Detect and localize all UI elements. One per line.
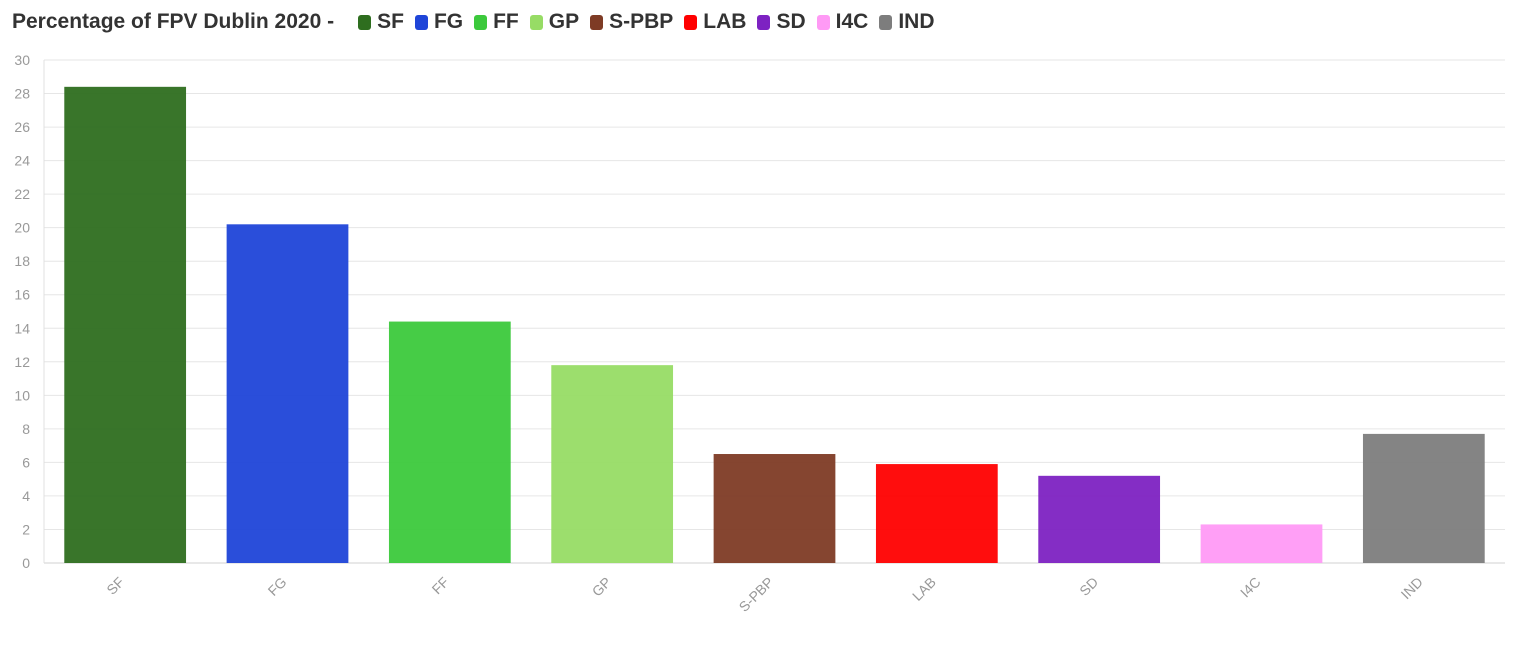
legend-item-s-pbp[interactable]: S-PBP	[590, 10, 673, 34]
y-tick-label: 12	[14, 354, 30, 370]
y-tick-label: 6	[22, 454, 30, 470]
y-tick-label: 10	[14, 387, 30, 403]
legend-item-ind[interactable]: IND	[879, 10, 935, 34]
y-tick-label: 24	[14, 153, 30, 169]
y-tick-label: 28	[14, 86, 30, 102]
bar-sf[interactable]	[64, 86, 187, 564]
x-tick-label: IND	[1398, 574, 1426, 602]
legend-swatch	[684, 14, 698, 30]
legend-swatch	[757, 14, 771, 30]
legend-label: S-PBP	[609, 10, 674, 33]
legend-item-sd[interactable]: SD	[757, 10, 806, 34]
legend-label: IND	[898, 10, 935, 33]
y-tick-label: 14	[14, 320, 30, 336]
legend-swatch	[529, 14, 543, 30]
legend-label: I4C	[835, 10, 869, 33]
y-tick-label: 0	[22, 555, 30, 571]
legend-item-ff[interactable]: FF	[474, 10, 519, 34]
legend-swatch	[358, 14, 372, 30]
legend-item-lab[interactable]: LAB	[684, 10, 746, 34]
chart-header: Percentage of FPV Dublin 2020 - SF FG FF GP…	[12, 8, 946, 36]
legend-swatch	[590, 14, 604, 30]
x-tick-label: S-PBP	[736, 574, 777, 615]
bar-gp[interactable]	[551, 365, 674, 563]
legend-swatch	[474, 14, 488, 30]
bar-i4c[interactable]	[1200, 524, 1323, 563]
y-tick-label: 26	[14, 119, 30, 135]
legend-swatch	[816, 14, 830, 30]
legend-item-fg[interactable]: FG	[414, 10, 464, 34]
y-tick-label: 2	[22, 521, 30, 537]
legend-label: LAB	[703, 10, 747, 33]
y-tick-label: 8	[22, 421, 30, 437]
x-tick-label: I4C	[1237, 574, 1264, 601]
legend-label: GP	[548, 10, 580, 33]
bar-fg[interactable]	[226, 224, 349, 563]
x-tick-label: FF	[429, 574, 452, 597]
bar-ind[interactable]	[1362, 433, 1485, 563]
bar-ff[interactable]	[388, 321, 511, 563]
y-tick-label: 22	[14, 186, 30, 202]
bar-lab[interactable]	[875, 464, 998, 563]
y-tick-label: 16	[14, 287, 30, 303]
bar-sd[interactable]	[1038, 475, 1161, 563]
x-tick-label: SF	[103, 574, 127, 598]
y-tick-label: 20	[14, 220, 30, 236]
legend-label: FF	[493, 10, 519, 33]
legend-swatch	[414, 14, 428, 30]
legend-swatch	[879, 14, 893, 30]
x-tick-label: GP	[589, 574, 615, 600]
legend-label: SF	[377, 10, 404, 33]
legend-item-sf[interactable]: SF	[358, 10, 404, 34]
chart-title: Percentage of FPV Dublin 2020 -	[12, 10, 335, 33]
x-tick-label: SD	[1076, 574, 1101, 599]
legend-item-gp[interactable]: GP	[529, 10, 580, 34]
legend: SF FG FF GP S-PBP LAB SD I4C IND	[358, 10, 945, 34]
bar-s-pbp[interactable]	[713, 454, 836, 563]
x-tick-label: FG	[265, 574, 290, 599]
y-tick-label: 18	[14, 253, 30, 269]
y-tick-label: 4	[22, 488, 30, 504]
y-tick-label: 30	[14, 52, 30, 68]
legend-label: FG	[433, 10, 464, 33]
legend-item-i4c[interactable]: I4C	[816, 10, 869, 34]
legend-label: SD	[776, 10, 806, 33]
x-tick-label: LAB	[909, 574, 939, 604]
